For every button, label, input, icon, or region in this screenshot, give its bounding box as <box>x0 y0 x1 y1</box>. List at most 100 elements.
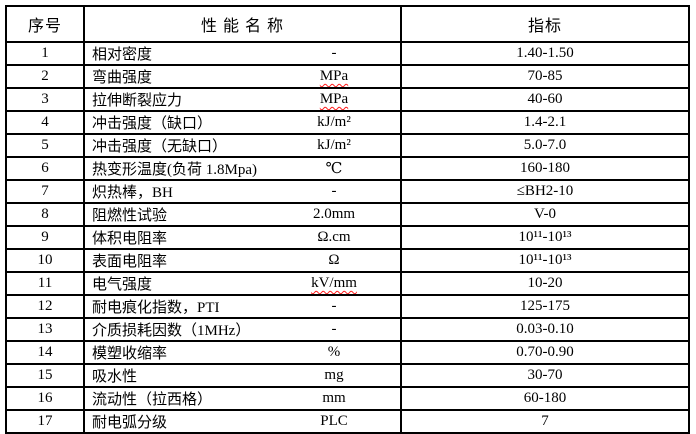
property-name-cell: 耐电弧分级 PLC <box>83 409 402 434</box>
table-row: 11 电气强度 kV/mm 10-20 <box>5 271 690 296</box>
property-name-wrap: 阻燃性试验 2.0mm <box>86 205 399 224</box>
indicator-value-cell: 10¹¹-10¹³ <box>400 225 690 250</box>
property-name-cell: 电气强度 kV/mm <box>83 271 402 296</box>
property-name-wrap: 耐电痕化指数，PTI - <box>86 297 399 316</box>
unit-text: mm <box>322 390 346 406</box>
property-name-text: 相对密度 <box>92 47 153 63</box>
property-name-text: 弯曲强度 <box>92 70 153 86</box>
property-name-cell: 流动性（拉西格） mm <box>83 386 402 411</box>
property-name-cell: 炽热棒，BH - <box>83 179 402 204</box>
table-body: 1 相对密度 -1.40-1.50 2 弯曲强度 MPa 70-85 3 拉伸断裂应力 MPa 40… <box>5 41 690 434</box>
unit-text: 2.0mm <box>312 206 356 222</box>
unit-text: mg <box>324 367 344 383</box>
header-property-name: 性 能 名 称 <box>83 5 402 43</box>
unit-text: PLC <box>320 413 348 429</box>
row-number-cell: 2 <box>5 64 85 89</box>
property-name-wrap: 相对密度 - <box>86 44 399 63</box>
indicator-value-cell: 5.0-7.0 <box>400 133 690 158</box>
table-row: 8 阻燃性试验 2.0mm V-0 <box>5 202 690 227</box>
property-name-cell: 阻燃性试验 2.0mm <box>83 202 402 227</box>
table-row: 1 相对密度 - 1.40-1.50 <box>5 41 690 66</box>
property-name-text: 冲击强度（缺口） <box>92 116 213 132</box>
property-name-wrap: 冲击强度（无缺口） kJ/m² <box>86 136 399 155</box>
property-name-text: 耐电弧分级 <box>92 415 168 431</box>
unit-text: - <box>331 298 337 314</box>
unit-text: kJ/m² <box>317 137 351 153</box>
unit-text: MPa <box>319 91 349 107</box>
table-row: 10 表面电阻率 Ω 10¹¹-10¹³ <box>5 248 690 273</box>
indicator-value-cell: 40-60 <box>400 87 690 112</box>
table-row: 3 拉伸断裂应力 MPa 40-60 <box>5 87 690 112</box>
indicator-value-cell: 10-20 <box>400 271 690 296</box>
unit-text: kJ/m² <box>317 114 351 130</box>
property-name-wrap: 介质损耗因数（1MHz） - <box>86 320 399 339</box>
property-name-wrap: 模塑收缩率% <box>86 343 399 362</box>
indicator-value-cell: 10¹¹-10¹³ <box>400 248 690 273</box>
indicator-value-cell: 0.03-0.10 <box>400 317 690 342</box>
property-name-cell: 冲击强度（缺口） kJ/m² <box>83 110 402 135</box>
table-row: 14 模塑收缩率% 0.70-0.90 <box>5 340 690 365</box>
table-row: 15 吸水性 mg 30-70 <box>5 363 690 388</box>
unit-text: ℃ <box>325 161 343 177</box>
header-serial-number: 序号 <box>5 5 85 43</box>
indicator-value-cell: 7 <box>400 409 690 434</box>
row-number-cell: 7 <box>5 179 85 204</box>
property-name-text: 拉伸断裂应力 <box>92 93 183 109</box>
table-row: 7 炽热棒，BH - ≤BH2-10 <box>5 179 690 204</box>
property-name-text: 阻燃性试验 <box>92 208 168 224</box>
property-name-wrap: 表面电阻率 Ω <box>86 251 399 270</box>
unit-text: Ω <box>328 252 340 268</box>
property-name-cell: 相对密度 - <box>83 41 402 66</box>
performance-spec-table: 序号 性 能 名 称 指标 1 相对密度 - 1.40-1.50 2 弯曲强度 MPa 70-… <box>5 5 690 434</box>
indicator-value-cell: 160-180 <box>400 156 690 181</box>
row-number-cell: 17 <box>5 409 85 434</box>
table-row: 16 流动性（拉西格） mm 60-180 <box>5 386 690 411</box>
row-number-cell: 8 <box>5 202 85 227</box>
property-name-cell: 模塑收缩率% <box>83 340 402 365</box>
indicator-value-cell: 1.4-2.1 <box>400 110 690 135</box>
property-name-text: 介质损耗因数（1MHz） <box>92 323 251 339</box>
property-name-wrap: 炽热棒，BH - <box>86 182 399 201</box>
unit-text: - <box>331 45 337 61</box>
property-name-wrap: 热变形温度(负荷 1.8Mpa) ℃ <box>86 159 399 178</box>
property-name-text: 热变形温度(负荷 1.8Mpa) <box>92 162 257 178</box>
table-row: 12 耐电痕化指数，PTI - 125-175 <box>5 294 690 319</box>
property-name-cell: 吸水性 mg <box>83 363 402 388</box>
indicator-value-cell: V-0 <box>400 202 690 227</box>
row-number-cell: 12 <box>5 294 85 319</box>
property-name-cell: 冲击强度（无缺口） kJ/m² <box>83 133 402 158</box>
property-name-wrap: 拉伸断裂应力 MPa <box>86 90 399 109</box>
row-number-cell: 1 <box>5 41 85 66</box>
property-name-cell: 介质损耗因数（1MHz） - <box>83 317 402 342</box>
unit-text: Ω.cm <box>317 229 351 245</box>
property-name-cell: 耐电痕化指数，PTI - <box>83 294 402 319</box>
indicator-value-cell: 0.70-0.90 <box>400 340 690 365</box>
header-row: 序号 性 能 名 称 指标 <box>5 5 690 43</box>
property-name-wrap: 弯曲强度 MPa <box>86 67 399 86</box>
property-name-cell: 热变形温度(负荷 1.8Mpa) ℃ <box>83 156 402 181</box>
table-row: 6 热变形温度(负荷 1.8Mpa) ℃ 160-180 <box>5 156 690 181</box>
row-number-cell: 6 <box>5 156 85 181</box>
row-number-cell: 16 <box>5 386 85 411</box>
row-number-cell: 10 <box>5 248 85 273</box>
table-row: 4 冲击强度（缺口） kJ/m² 1.4-2.1 <box>5 110 690 135</box>
unit-text: kV/mm <box>311 275 357 291</box>
property-name-wrap: 耐电弧分级 PLC <box>86 412 399 431</box>
property-name-cell: 表面电阻率 Ω <box>83 248 402 273</box>
table-row: 13 介质损耗因数（1MHz） - 0.03-0.10 <box>5 317 690 342</box>
row-number-cell: 9 <box>5 225 85 250</box>
property-name-text: 模塑收缩率 <box>92 346 168 362</box>
indicator-value-cell: 125-175 <box>400 294 690 319</box>
unit-text: - <box>331 183 337 199</box>
property-name-cell: 体积电阻率 Ω.cm <box>83 225 402 250</box>
property-name-text: 电气强度 <box>92 277 153 293</box>
indicator-value-cell: 60-180 <box>400 386 690 411</box>
indicator-value-cell: 1.40-1.50 <box>400 41 690 66</box>
property-name-text: 体积电阻率 <box>92 231 168 247</box>
table-header: 序号 性 能 名 称 指标 <box>5 5 690 43</box>
row-number-cell: 4 <box>5 110 85 135</box>
unit-text: MPa <box>319 68 349 84</box>
property-name-text: 炽热棒，BH <box>92 185 173 201</box>
property-name-text: 吸水性 <box>92 369 138 385</box>
row-number-cell: 14 <box>5 340 85 365</box>
